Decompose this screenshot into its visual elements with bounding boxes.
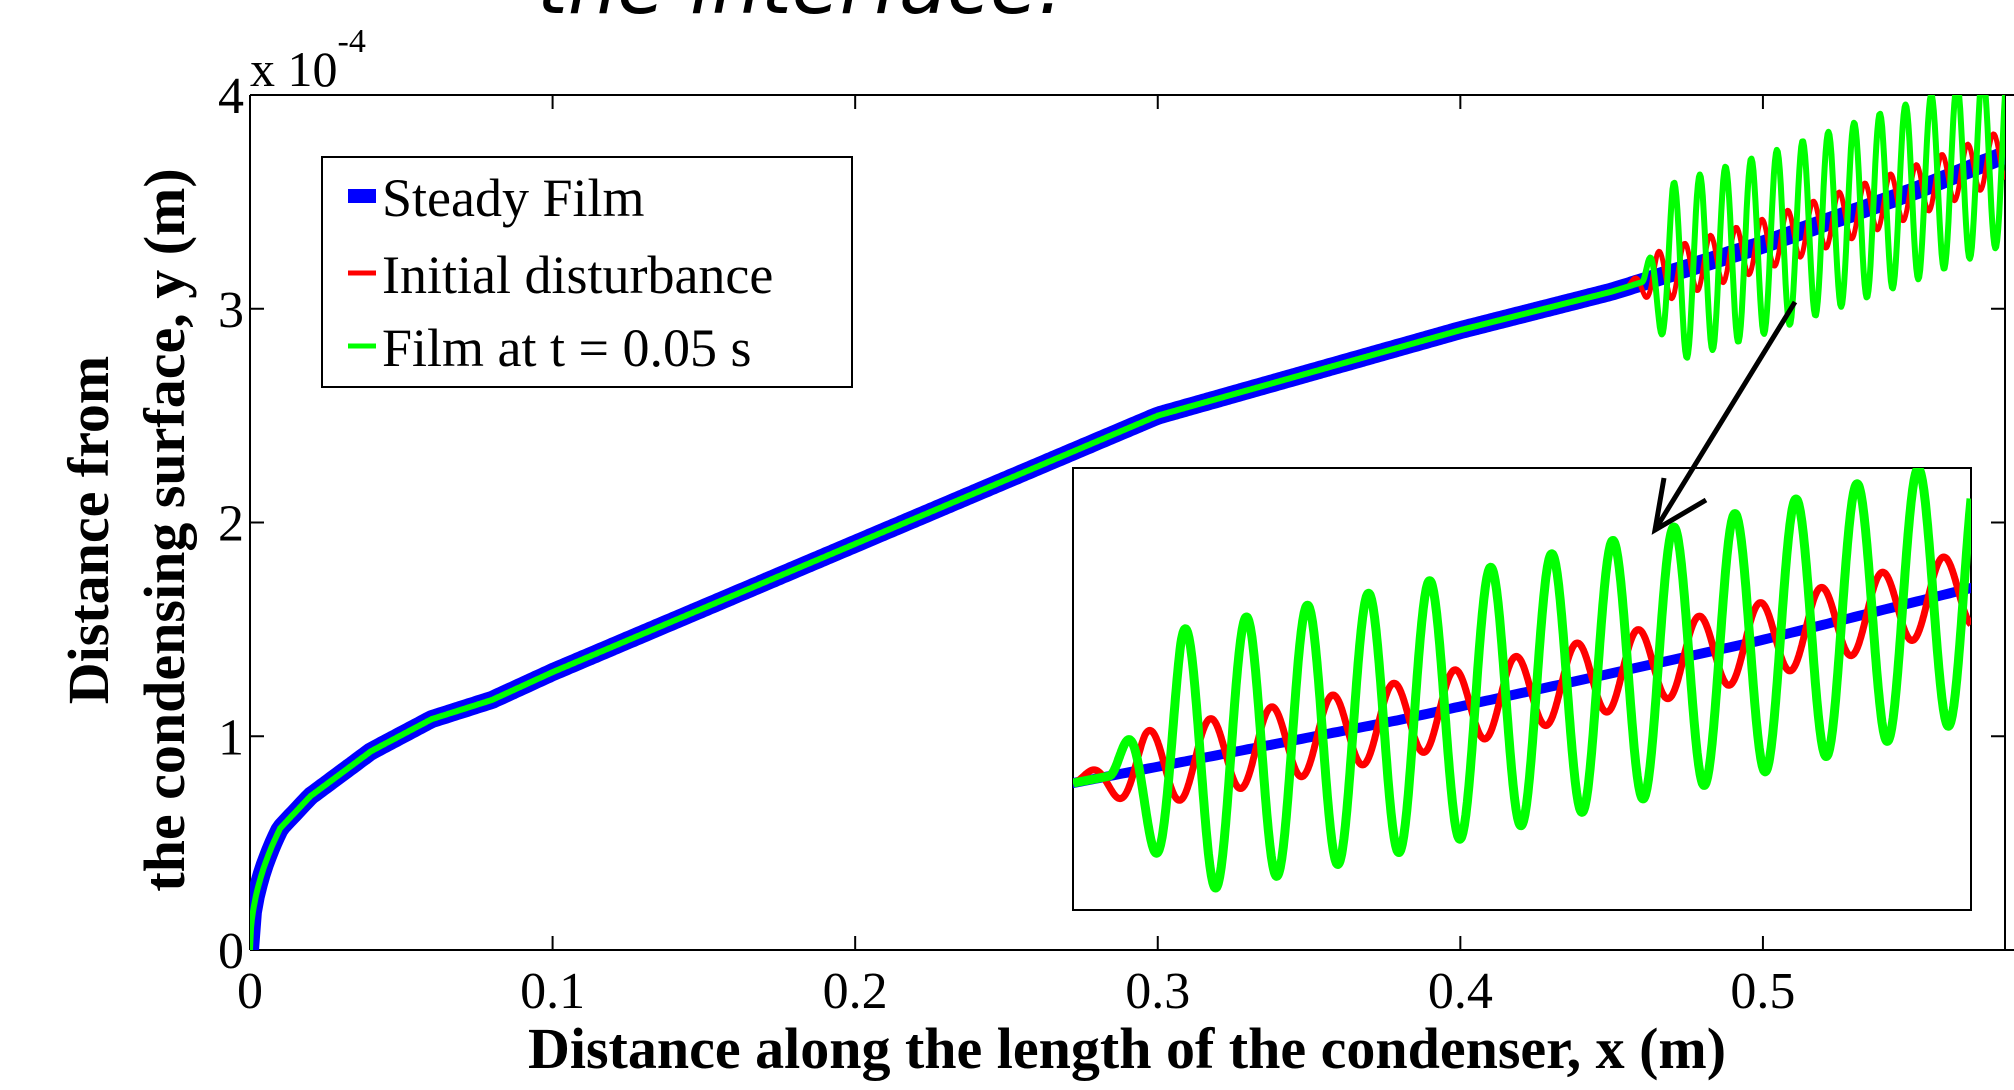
x-tick-label: 0.4 xyxy=(1428,963,1493,1020)
legend-label-initial-disturbance: Initial disturbance xyxy=(382,245,773,305)
y-tick-label: 1 xyxy=(218,709,244,766)
legend: Steady Film Initial disturbance Film at … xyxy=(321,156,853,388)
y-tick-label: 4 xyxy=(218,68,244,125)
y-tick-label: 3 xyxy=(218,282,244,339)
x-tick-label: 0.5 xyxy=(1730,963,1795,1020)
y-tick-label: 0 xyxy=(218,923,244,980)
inset-series-initial-disturbance xyxy=(1073,553,1971,804)
x-tick-label: 0 xyxy=(237,963,263,1020)
y-axis-label-line2: the condensing surface, y (m) xyxy=(132,168,197,891)
axis-tick-labels: 0 0.1 0.2 0.3 0.4 0.5 0 1 2 3 4 xyxy=(218,68,1795,1020)
legend-item-film-at-t: Film at t = 0.05 s xyxy=(348,318,751,378)
zoom-inset xyxy=(1072,467,1972,911)
x-axis-label: Distance along the length of the condens… xyxy=(528,1016,1726,1081)
x-tick-label: 0.2 xyxy=(823,963,888,1020)
y-axis-label-line1: Distance from xyxy=(56,356,121,704)
legend-item-initial-disturbance: Initial disturbance xyxy=(348,245,773,305)
axis-ticks xyxy=(249,94,2005,951)
series-film-at-t xyxy=(250,95,2005,950)
inset-series-film-at-t xyxy=(1073,468,1971,893)
y-tick-label: 2 xyxy=(218,496,244,553)
y-multiplier: x 10-4 xyxy=(250,23,366,97)
x-tick-label: 0.1 xyxy=(520,963,585,1020)
legend-item-steady-film: Steady Film xyxy=(348,168,645,228)
legend-label-steady-film: Steady Film xyxy=(382,168,645,228)
y-multiplier-exponent: -4 xyxy=(338,23,366,60)
page-title: the interface. xyxy=(0,0,1600,26)
main-series-group xyxy=(250,95,2005,950)
zoom-arrow xyxy=(1651,300,1798,535)
x-tick-label: 0.3 xyxy=(1125,963,1190,1020)
legend-label-film-at-t: Film at t = 0.05 s xyxy=(382,318,751,378)
